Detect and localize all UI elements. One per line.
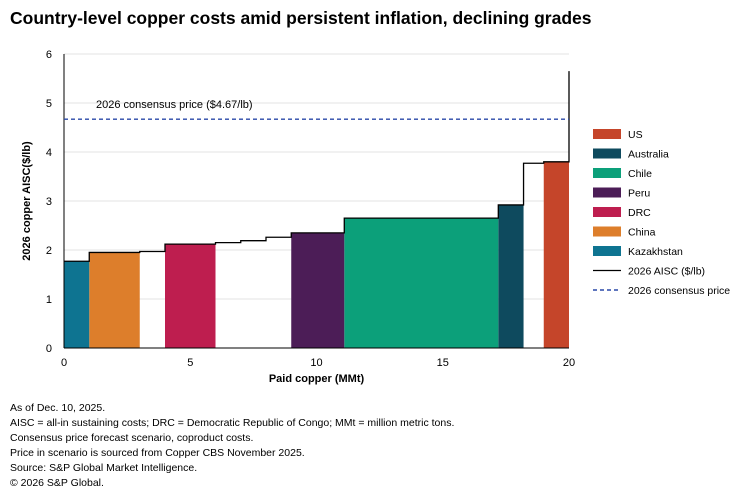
bar-china: [89, 252, 140, 348]
bar-kazakhstan: [64, 261, 90, 348]
legend-label: DRC: [628, 207, 651, 219]
y-tick-label: 0: [46, 343, 52, 355]
legend: US Australia Chile Peru DRC China Kazakhstan 20…: [593, 129, 730, 297]
footnote-source: Source: S&P Global Market Intelligence.: [10, 462, 198, 474]
footnote-date: As of Dec. 10, 2025.: [10, 402, 106, 414]
consensus-price-label: 2026 consensus price ($4.67/lb): [96, 99, 253, 111]
x-tick-label: 5: [187, 357, 193, 369]
legend-label: Kazakhstan: [628, 246, 683, 258]
y-tick-label: 1: [46, 294, 52, 306]
x-tick-label: 20: [563, 357, 575, 369]
x-tick-label: 10: [310, 357, 322, 369]
aisc-step-line: [64, 71, 570, 262]
y-tick-label: 4: [46, 147, 52, 159]
y-axis-title: 2026 copper AISC($/lb): [21, 141, 33, 261]
legend-swatch-us: [593, 129, 621, 139]
lines: 2026 consensus price ($4.67/lb): [64, 71, 570, 262]
bar-us: [543, 161, 569, 348]
legend-swatch-chile: [593, 168, 621, 178]
footnote-price-source: Price in scenario is sourced from Copper…: [10, 447, 305, 459]
chart-title: Country-level copper costs amid persiste…: [10, 8, 592, 28]
legend-swatch-australia: [593, 148, 621, 159]
legend-label: Peru: [628, 188, 650, 200]
legend-swatch-peru: [593, 187, 621, 198]
legend-label: Australia: [628, 149, 669, 161]
bar-chile: [344, 218, 499, 348]
legend-label: 2026 consensus price: [628, 285, 730, 297]
bar-drc: [165, 244, 216, 348]
y-tick-label: 3: [46, 196, 52, 208]
legend-swatch-drc: [593, 207, 621, 217]
footnote-abbreviations: AISC = all-in sustaining costs; DRC = De…: [10, 417, 455, 429]
bars: [64, 161, 569, 348]
y-tick-label: 6: [46, 49, 52, 61]
y-tick-label: 2: [46, 245, 52, 257]
legend-label: US: [628, 129, 643, 141]
x-tick-label: 15: [437, 357, 449, 369]
copper-cost-chart: 0 1 2 3 4 5 6 0 5 10 15 20 Paid copper (MMt) 2026 cop…: [21, 49, 730, 385]
legend-swatch-china: [593, 226, 621, 237]
footnote-scenario: Consensus price forecast scenario, copro…: [10, 432, 254, 444]
legend-label: 2026 AISC ($/lb): [628, 266, 705, 278]
legend-label: Chile: [628, 168, 652, 180]
bar-australia: [498, 204, 524, 348]
legend-label: China: [628, 227, 656, 239]
x-axis-title: Paid copper (MMt): [269, 373, 365, 385]
x-tick-label: 0: [61, 357, 67, 369]
footnotes: As of Dec. 10, 2025. AISC = all-in susta…: [10, 401, 454, 491]
axes: 0 1 2 3 4 5 6 0 5 10 15 20 Paid copper (MMt) 2026 cop…: [21, 49, 575, 385]
footnote-copyright: © 2026 S&P Global.: [10, 477, 104, 489]
y-tick-label: 5: [46, 98, 52, 110]
bar-peru: [291, 232, 345, 348]
legend-swatch-kazakhstan: [593, 246, 621, 256]
